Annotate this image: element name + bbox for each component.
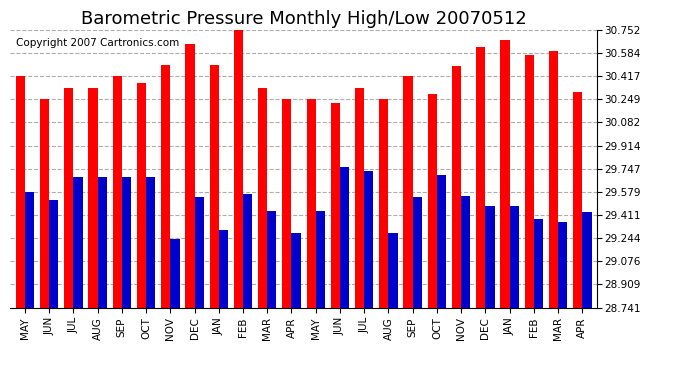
Bar (112, 76, 122, 307)
Bar (413, 197, 422, 308)
Bar (219, 230, 228, 308)
Bar (170, 238, 179, 308)
Bar (573, 92, 582, 308)
Bar (452, 66, 461, 308)
Bar (161, 65, 170, 308)
Bar (340, 167, 349, 308)
Bar (510, 206, 519, 308)
Bar (146, 177, 155, 308)
Bar (291, 233, 301, 308)
Bar (524, 55, 534, 308)
Bar (195, 197, 204, 308)
Bar (306, 99, 316, 308)
Title: Barometric Pressure Monthly High/Low 20070512: Barometric Pressure Monthly High/Low 200… (81, 10, 526, 28)
Bar (234, 29, 243, 308)
Bar (282, 99, 291, 308)
Bar (25, 192, 34, 308)
Bar (388, 233, 397, 308)
Bar (88, 88, 97, 308)
Bar (500, 40, 510, 308)
Bar (534, 219, 543, 308)
Bar (97, 177, 107, 308)
Bar (355, 88, 364, 308)
Bar (485, 206, 495, 308)
Bar (582, 212, 591, 308)
Bar (476, 47, 485, 308)
Bar (428, 94, 437, 308)
Bar (267, 211, 277, 308)
Bar (122, 177, 131, 308)
Bar (331, 104, 340, 308)
Bar (49, 200, 59, 308)
Bar (73, 177, 83, 308)
Bar (210, 65, 219, 308)
Bar (40, 99, 49, 308)
Bar (243, 195, 253, 308)
Bar (186, 44, 195, 308)
Text: Copyright 2007 Cartronics.com: Copyright 2007 Cartronics.com (17, 38, 179, 48)
Bar (558, 222, 567, 308)
Bar (316, 211, 325, 308)
Bar (549, 51, 558, 308)
Bar (64, 88, 73, 308)
Bar (364, 171, 373, 308)
Bar (258, 88, 267, 308)
Bar (16, 76, 25, 307)
Bar (461, 196, 471, 308)
Bar (437, 175, 446, 308)
Bar (137, 83, 146, 308)
Bar (404, 76, 413, 307)
Bar (380, 99, 388, 308)
